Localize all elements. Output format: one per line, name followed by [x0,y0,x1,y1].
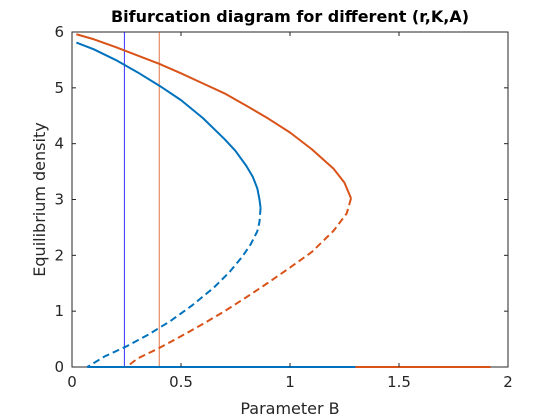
y-tick-label: 0 [54,358,64,376]
y-tick-label: 3 [54,191,64,209]
x-tick-label: 0.5 [169,373,193,391]
y-tick-label: 5 [54,79,64,97]
axis-ticks: 0 0.5 1 1.5 2 0 1 2 3 4 5 6 [54,23,512,391]
plot-area: 0 0.5 1 1.5 2 0 1 2 3 4 5 6 [54,23,512,391]
y-tick-label: 4 [54,135,64,153]
data-series [76,33,491,368]
x-tick-label: 1.5 [387,373,411,391]
y-tick-label: 1 [54,302,64,320]
x-tick-label: 2 [503,373,513,391]
x-axis-label: Parameter B [240,399,339,418]
chart-title: Bifurcation diagram for different (r,K,A… [111,7,469,26]
y-axis-label: Equilibrium density [30,122,49,276]
y-tick-label: 6 [54,23,64,41]
series-line-0 [76,41,262,209]
x-tick-label: 1 [285,373,295,391]
x-tick-label: 0 [67,373,77,391]
series-line-4 [125,198,353,368]
vertical-reference-lines [123,32,160,367]
series-line-1 [86,207,262,368]
y-tick-label: 2 [54,246,64,264]
series-line-3 [76,33,352,199]
axes-box [71,31,509,368]
